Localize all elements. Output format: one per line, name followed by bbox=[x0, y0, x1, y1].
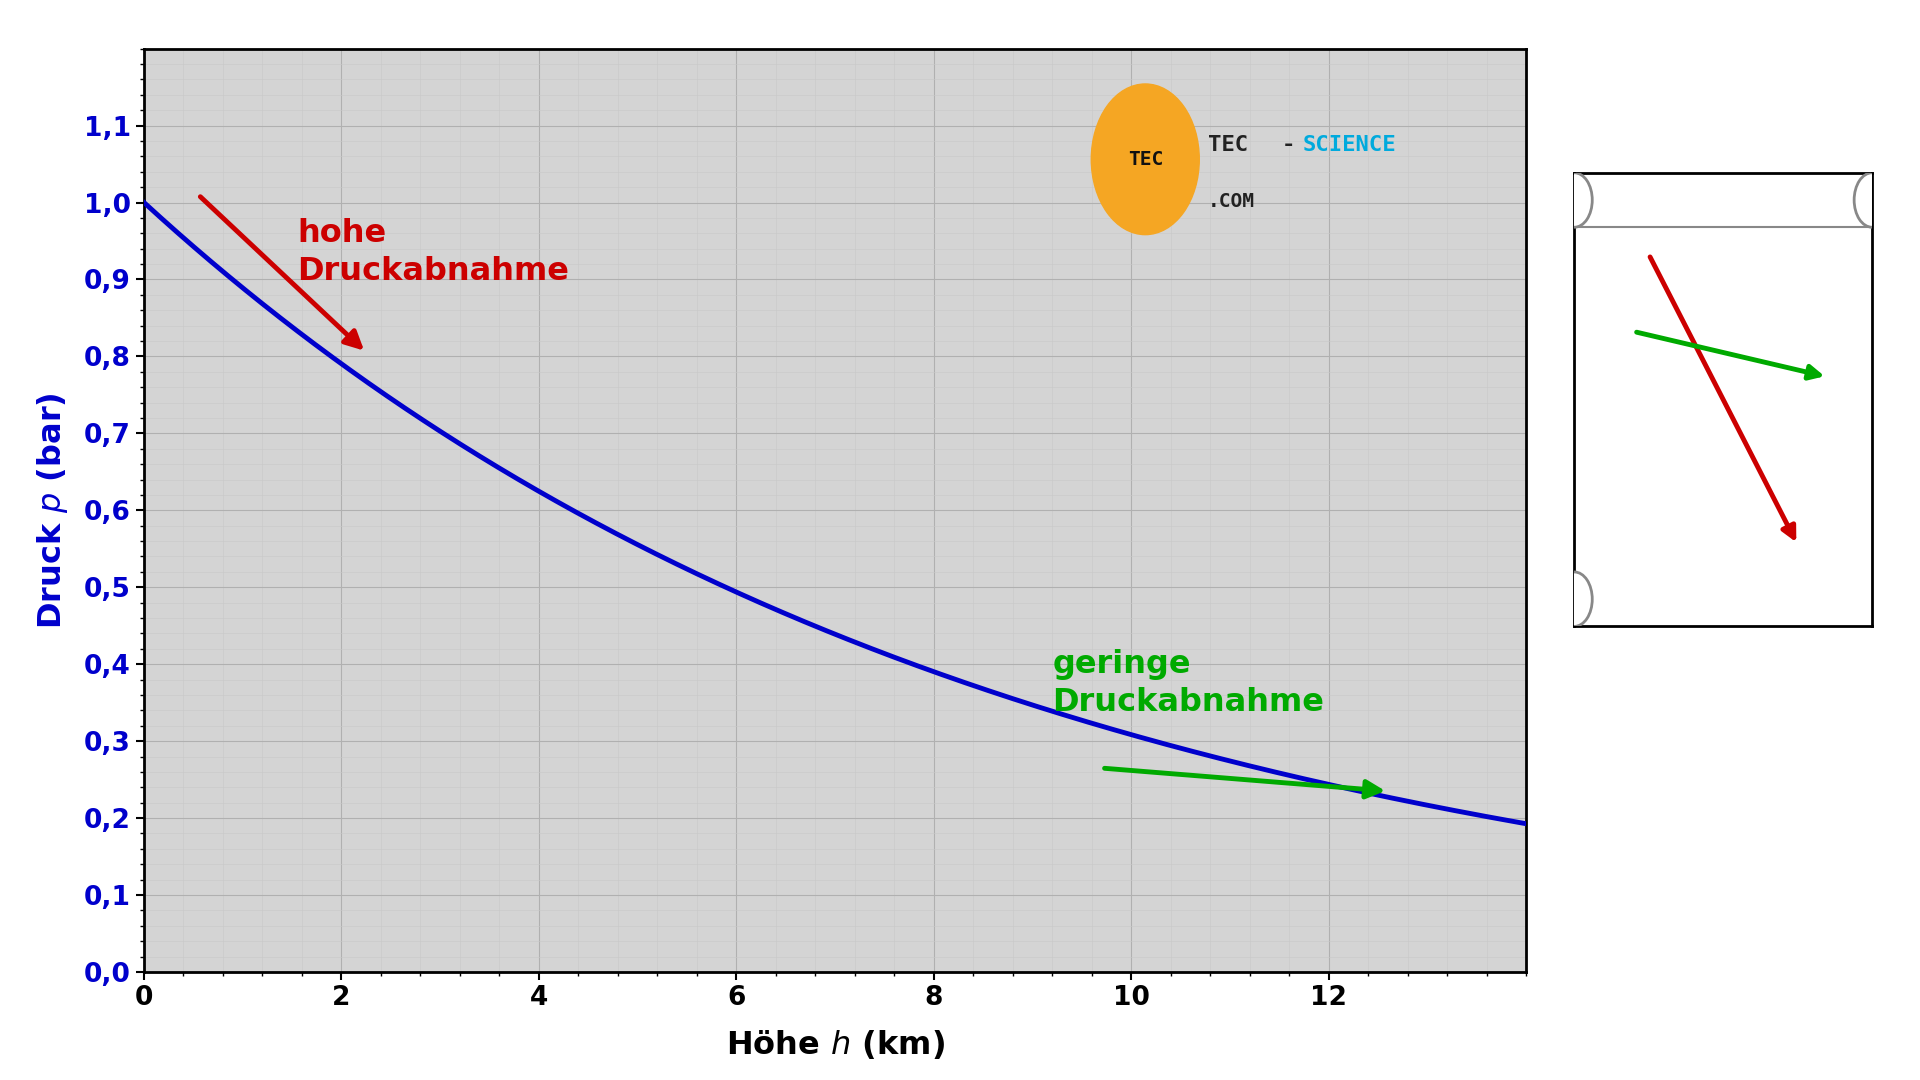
X-axis label: Höhe $\mathit{h}$ (km): Höhe $\mathit{h}$ (km) bbox=[726, 1028, 945, 1061]
Text: -: - bbox=[1281, 135, 1294, 156]
Text: TEC: TEC bbox=[1208, 135, 1248, 156]
Text: SCIENCE: SCIENCE bbox=[1304, 135, 1396, 156]
Text: .COM: .COM bbox=[1208, 191, 1256, 211]
Circle shape bbox=[1557, 173, 1592, 227]
Circle shape bbox=[1855, 173, 1889, 227]
Circle shape bbox=[1557, 572, 1592, 626]
Text: TEC: TEC bbox=[1127, 150, 1164, 168]
Text: hohe
Druckabnahme: hohe Druckabnahme bbox=[298, 218, 568, 287]
Text: geringe
Druckabnahme: geringe Druckabnahme bbox=[1052, 649, 1325, 718]
Y-axis label: Druck $\mathit{p}$ (bar): Druck $\mathit{p}$ (bar) bbox=[35, 392, 69, 629]
Ellipse shape bbox=[1091, 84, 1200, 234]
